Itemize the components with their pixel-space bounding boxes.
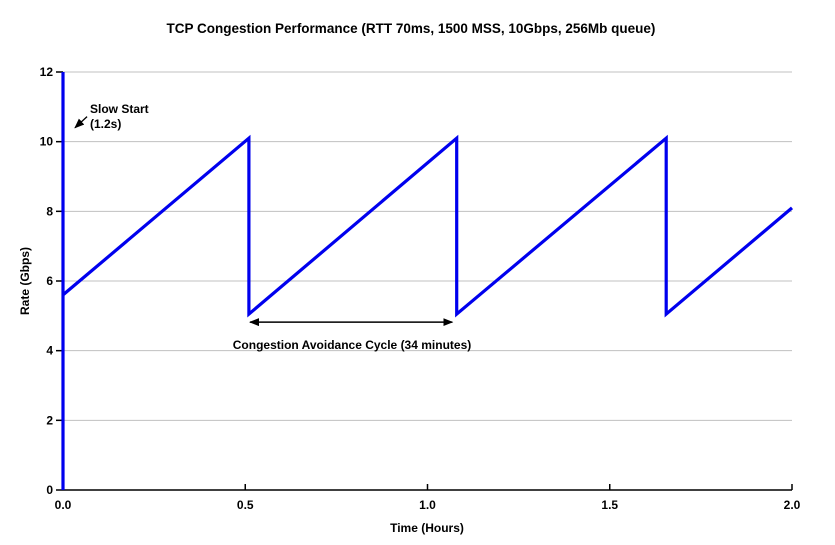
x-tick-label: 0.5 (237, 498, 254, 512)
y-tick-label: 6 (46, 274, 53, 288)
x-tick-label: 1.0 (419, 498, 436, 512)
x-tick-label: 0.0 (55, 498, 72, 512)
slow-start-arrow (74, 116, 88, 129)
rate-series-line (61, 72, 794, 490)
slow-start-label-line2: (1.2s) (90, 117, 122, 131)
annotation-slow-start: Slow Start (1.2s) (90, 102, 149, 132)
x-tick-label: 1.5 (601, 498, 618, 512)
y-tick-label: 8 (46, 204, 53, 218)
annotation-cycle-label: Congestion Avoidance Cycle (34 minutes) (232, 338, 472, 352)
y-tick-label: 4 (46, 344, 53, 358)
y-tick-label: 0 (46, 483, 53, 497)
y-tick-label: 10 (40, 135, 54, 149)
y-tick-label: 12 (40, 65, 54, 79)
slow-start-label-line1: Slow Start (90, 102, 149, 116)
y-tick-label: 2 (46, 413, 53, 427)
chart-title: TCP Congestion Performance (RTT 70ms, 15… (166, 21, 656, 36)
x-tick-label: 2.0 (784, 498, 801, 512)
y-axis-title: Rate (Gbps) (18, 246, 32, 316)
x-axis-title: Time (Hours) (390, 521, 464, 535)
